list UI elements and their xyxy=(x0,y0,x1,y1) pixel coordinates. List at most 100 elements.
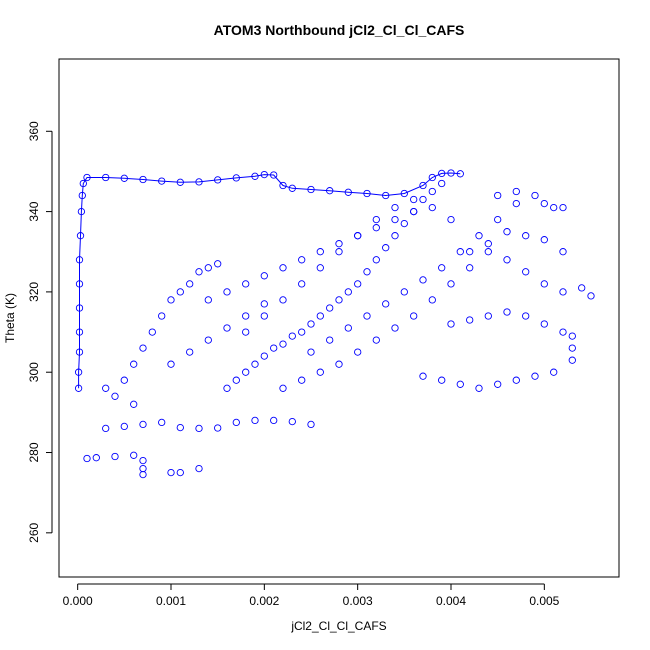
data-point xyxy=(223,288,231,296)
data-point xyxy=(410,195,418,204)
data-point xyxy=(419,372,427,380)
data-point xyxy=(242,280,250,288)
data-point xyxy=(195,424,203,433)
data-point xyxy=(223,324,231,332)
series-3 xyxy=(83,260,315,479)
data-point xyxy=(484,240,492,248)
data-point xyxy=(260,312,268,320)
data-point xyxy=(270,171,278,179)
data-point xyxy=(120,422,128,431)
data-point xyxy=(447,169,455,177)
data-point xyxy=(550,203,558,212)
data-point xyxy=(186,280,194,288)
series-1 xyxy=(74,169,464,392)
data-point xyxy=(79,179,87,188)
x-tick-label: 0.001 xyxy=(156,594,186,608)
y-tick-label: 360 xyxy=(27,121,41,141)
data-point xyxy=(242,328,250,336)
x-tick-label: 0.003 xyxy=(343,594,373,608)
y-axis: 260 280 300 320 340 360 xyxy=(27,121,53,543)
data-point xyxy=(176,468,184,477)
data-point xyxy=(503,228,511,236)
data-point xyxy=(102,424,110,433)
data-point xyxy=(447,280,455,288)
data-point xyxy=(279,340,287,348)
data-point xyxy=(438,376,446,384)
data-point xyxy=(522,312,530,320)
data-point xyxy=(400,189,408,198)
series-trace xyxy=(78,172,461,389)
data-point xyxy=(242,312,250,320)
data-point xyxy=(382,191,390,200)
data-point xyxy=(214,260,222,268)
data-point xyxy=(391,215,399,224)
data-point xyxy=(139,344,147,352)
data-point xyxy=(130,400,138,408)
data-point xyxy=(512,187,520,196)
data-point xyxy=(326,304,334,312)
data-point xyxy=(74,368,83,376)
data-point xyxy=(335,240,343,248)
data-point xyxy=(438,179,446,188)
data-point xyxy=(139,456,147,465)
data-point xyxy=(176,288,184,296)
data-point xyxy=(195,464,203,473)
y-tick-label: 300 xyxy=(27,362,41,382)
x-tick-label: 0.000 xyxy=(63,594,93,608)
data-point xyxy=(158,177,166,185)
data-point xyxy=(335,360,343,368)
data-point xyxy=(111,452,119,461)
data-point xyxy=(363,189,371,198)
y-tick-label: 340 xyxy=(27,201,41,221)
data-point xyxy=(540,199,548,208)
data-point xyxy=(372,336,380,344)
data-point xyxy=(195,178,203,186)
data-point xyxy=(260,170,268,179)
data-point xyxy=(540,320,548,328)
data-point xyxy=(307,185,315,194)
data-point xyxy=(363,312,371,320)
data-point xyxy=(316,264,324,272)
data-point xyxy=(438,169,446,178)
data-point xyxy=(372,215,380,224)
data-point xyxy=(167,468,175,477)
data-point xyxy=(214,176,222,184)
data-point xyxy=(242,368,250,376)
data-point xyxy=(75,256,84,264)
data-point xyxy=(326,187,334,195)
data-point xyxy=(391,203,399,212)
data-point xyxy=(102,384,110,392)
data-point xyxy=(204,296,212,304)
data-point xyxy=(540,236,548,244)
data-point xyxy=(232,418,240,427)
data-point xyxy=(503,308,511,316)
data-point xyxy=(335,248,343,256)
data-point xyxy=(232,174,240,182)
data-point xyxy=(419,195,427,204)
data-point xyxy=(120,376,128,384)
data-point xyxy=(251,416,259,425)
series-2 xyxy=(167,179,520,392)
data-point xyxy=(204,264,212,272)
data-point xyxy=(344,324,352,332)
data-point xyxy=(484,312,492,320)
data-point xyxy=(494,215,502,224)
chart-title: ATOM3 Northbound jCl2_Cl_Cl_CAFS xyxy=(214,22,465,38)
data-point xyxy=(186,348,194,356)
data-point xyxy=(260,272,268,280)
data-point xyxy=(522,232,530,240)
data-point xyxy=(251,360,259,368)
data-point xyxy=(78,191,86,200)
data-point xyxy=(475,232,483,240)
data-point xyxy=(466,264,474,272)
data-point xyxy=(288,417,296,426)
data-point xyxy=(316,312,324,320)
data-point xyxy=(456,248,464,256)
x-axis: 0.000 0.001 0.002 0.003 0.004 0.005 xyxy=(63,583,560,608)
data-point xyxy=(139,464,147,473)
data-point xyxy=(279,296,287,304)
data-point xyxy=(307,320,315,328)
data-point xyxy=(494,380,502,388)
data-point xyxy=(428,203,436,212)
data-point xyxy=(75,348,84,356)
